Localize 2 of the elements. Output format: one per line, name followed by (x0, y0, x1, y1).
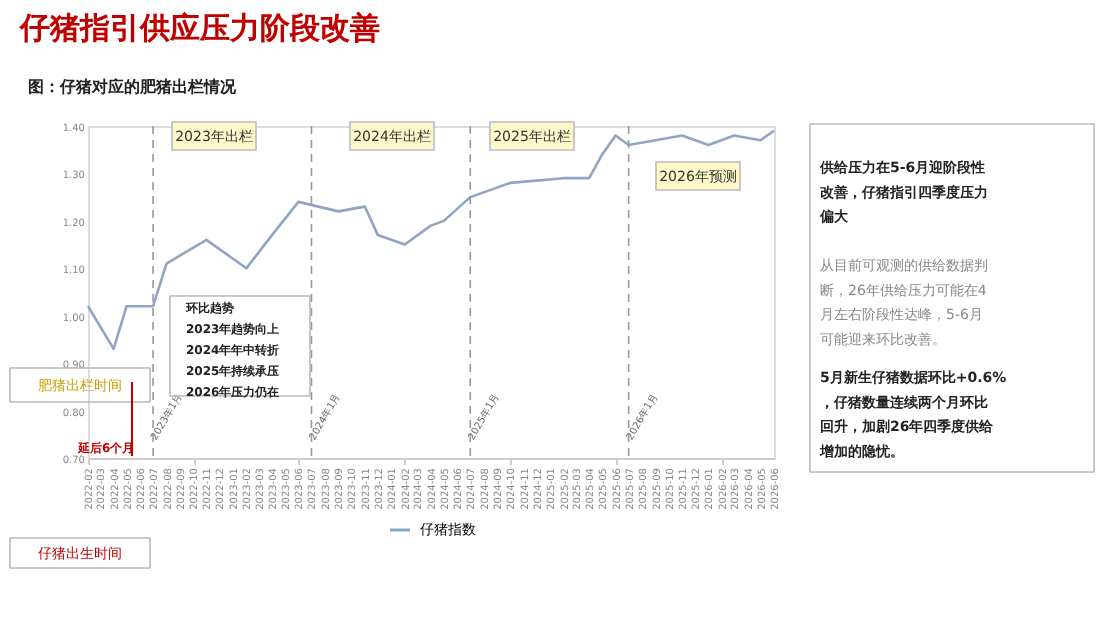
chart-title: 仔猪指引供应压力阶段改善 (18, 10, 380, 46)
chart-subtitle: 图：仔猪对应的肥猪出栏情况 (28, 76, 238, 96)
